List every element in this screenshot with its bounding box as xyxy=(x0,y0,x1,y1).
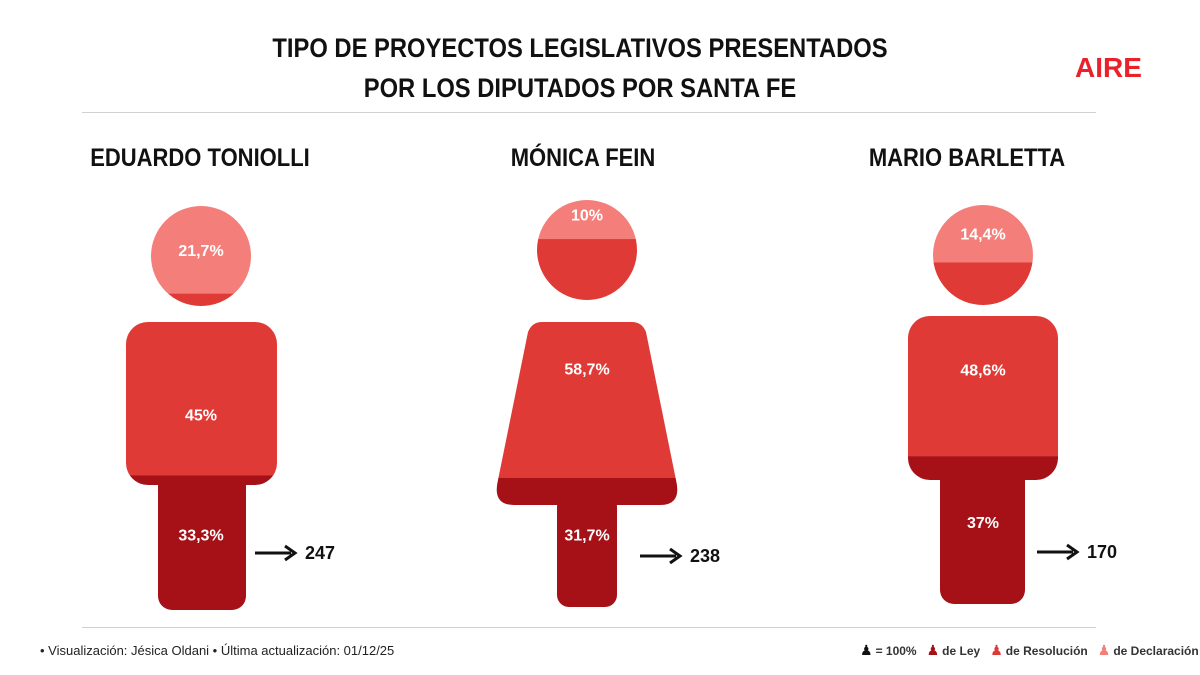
chart-title: TIPO DE PROYECTOS LEGISLATIVOS PRESENTAD… xyxy=(228,28,932,108)
legend-declaracion: ♟ de Declaración xyxy=(1098,642,1199,659)
divider-top xyxy=(82,112,1096,113)
segment-resolucion xyxy=(126,293,277,476)
aire-logo: AIRE xyxy=(1075,52,1142,83)
title-line-2: POR LOS DIPUTADOS POR SANTA FE xyxy=(363,73,797,103)
person-name-barletta: MARIO BARLETTA xyxy=(868,144,1066,172)
segment-declaracion-label: 21,7% xyxy=(178,243,223,260)
person-icon: ♟ xyxy=(1097,642,1111,658)
person-icon: ♟ xyxy=(926,642,940,658)
person-icon: ♟ xyxy=(860,642,873,658)
total-projects-label: 238 xyxy=(690,546,720,566)
person-name-fein: MÓNICA FEIN xyxy=(510,144,656,172)
legend-total-label: = 100% xyxy=(875,643,917,658)
segment-ley-label: 37% xyxy=(967,515,999,532)
legend-resolucion: ♟ de Resolución xyxy=(990,642,1088,659)
segment-ley-label: 31,7% xyxy=(564,527,609,544)
arrow-head-icon xyxy=(1066,543,1080,561)
divider-bottom xyxy=(82,627,1096,628)
segment-declaracion-label: 10% xyxy=(571,208,603,225)
person-name-toniolli: EDUARDO TONIOLLI xyxy=(90,144,310,172)
person-figure xyxy=(908,205,1058,604)
segment-declaracion-label: 14,4% xyxy=(960,227,1005,244)
total-projects-label: 170 xyxy=(1087,542,1117,562)
footer-credits: • Visualización: Jésica Oldani • Última … xyxy=(40,643,395,658)
arrow-head-icon xyxy=(669,547,683,565)
title-line-1: TIPO DE PROYECTOS LEGISLATIVOS PRESENTAD… xyxy=(272,33,888,63)
arrow-head-icon xyxy=(284,544,298,562)
segment-resolucion xyxy=(496,239,678,479)
segment-resolucion-label: 48,6% xyxy=(960,362,1005,379)
person-icon: ♟ xyxy=(990,642,1003,658)
legend-total: ♟ = 100% xyxy=(860,642,917,659)
legend-ley-label: de Ley xyxy=(942,643,981,658)
legend-ley: ♟ de Ley xyxy=(927,642,981,659)
total-projects-label: 247 xyxy=(305,543,335,563)
legend: ♟ = 100% ♟ de Ley ♟ de Resolución ♟ de Decla… xyxy=(860,642,1199,659)
segment-resolucion-label: 45% xyxy=(185,408,217,425)
legend-resolucion-label: de Resolución xyxy=(1005,643,1088,658)
segment-resolucion xyxy=(908,262,1058,457)
segment-resolucion-label: 58,7% xyxy=(564,362,609,379)
segment-ley-label: 33,3% xyxy=(178,528,223,545)
legend-declaracion-label: de Declaración xyxy=(1113,643,1199,658)
person-figure xyxy=(496,200,678,607)
